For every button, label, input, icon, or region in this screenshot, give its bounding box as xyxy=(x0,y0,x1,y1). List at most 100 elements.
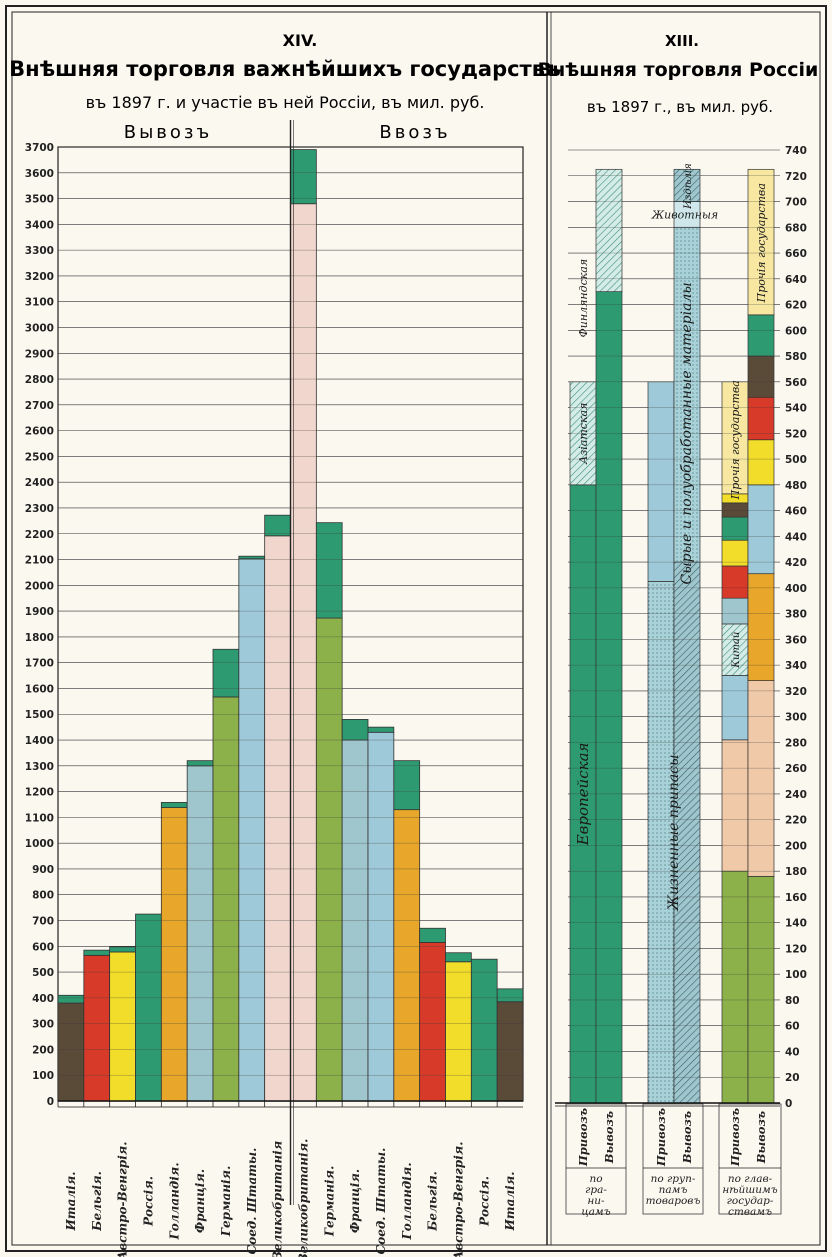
left-y-tick-label: 3300 xyxy=(25,245,54,257)
left-y-tick-label: 2500 xyxy=(25,451,54,463)
right-bar-label: Вывозъ xyxy=(680,1111,694,1164)
right-y-tick-label: 700 xyxy=(785,197,807,209)
right-group-label: по груп- xyxy=(651,1173,696,1185)
right-bar-state-import-seg xyxy=(721,739,749,872)
left-y-tick-label: 2700 xyxy=(25,400,54,412)
left-y-tick-label: 3400 xyxy=(25,219,54,231)
right-y-tick-label: 740 xyxy=(785,145,807,157)
right-bar-import-food xyxy=(647,581,675,1104)
left-y-tick-label: 2800 xyxy=(25,374,54,386)
right-y-tick-label: 600 xyxy=(785,325,807,337)
right-y-tick-label: 660 xyxy=(785,248,807,260)
right-y-tick-label: 440 xyxy=(785,531,807,543)
right-group-label: ни- xyxy=(587,1195,605,1207)
left-y-tick-label: 2200 xyxy=(25,529,54,541)
right-group-label: нѣйшимъ xyxy=(722,1184,777,1196)
right-bar-state-export-seg xyxy=(747,680,775,877)
right-y-tick-label: 340 xyxy=(785,660,807,672)
left-y-tick-label: 100 xyxy=(32,1070,54,1082)
left-category-label: Голландія. xyxy=(167,1162,181,1240)
right-group-label: товаровъ xyxy=(646,1195,701,1207)
right-y-tick-label: 420 xyxy=(785,557,807,569)
right-y-tick-label: 480 xyxy=(785,480,807,492)
left-y-tick-label: 300 xyxy=(32,1019,54,1031)
right-y-tick-label: 460 xyxy=(785,506,807,518)
left-bar-import-9 xyxy=(290,203,317,1102)
left-bar-russia-share xyxy=(83,949,111,956)
right-y-tick-label: 560 xyxy=(785,377,807,389)
right-y-tick-label: 100 xyxy=(785,969,807,981)
left-bar-russia-share xyxy=(238,555,266,560)
right-group-label: гра- xyxy=(585,1184,607,1196)
right-y-tick-label: 20 xyxy=(785,1072,800,1084)
right-bar-state-import-seg xyxy=(721,502,749,518)
left-y-tick-label: 600 xyxy=(32,941,54,953)
seg-label-other-import: Прочiя государства xyxy=(729,380,742,500)
left-title: Внѣшняя торговля важнѣйшихъ государствъ xyxy=(9,57,561,81)
seg-label-finland: Финляндская xyxy=(577,259,590,338)
left-y-tick-label: 1900 xyxy=(25,606,54,618)
left-bar-russia-share xyxy=(419,927,446,943)
right-group-label: памъ xyxy=(659,1184,688,1196)
left-y-tick-label: 2600 xyxy=(25,426,54,438)
right-title: Внѣшняя торговля Россіи xyxy=(538,59,819,81)
left-bar-export-1 xyxy=(83,954,111,1102)
right-subtitle: въ 1897 г., въ мил. руб. xyxy=(587,98,773,116)
left-bar-russia-share xyxy=(367,726,395,733)
left-bar-russia-share xyxy=(496,988,524,1003)
right-bar-label: Вывозъ xyxy=(754,1111,768,1164)
right-group-box xyxy=(642,1103,704,1215)
right-y-tick-label: 260 xyxy=(785,763,807,775)
seg-label-europe: Европейская xyxy=(574,743,592,847)
left-y-tick-label: 3500 xyxy=(25,194,54,206)
left-bar-russia-share xyxy=(160,802,188,808)
right-bar-state-export-seg xyxy=(747,355,775,398)
left-bar-import-17 xyxy=(496,1001,524,1102)
left-y-tick-label: 500 xyxy=(32,967,54,979)
left-bar-russia-share xyxy=(290,149,317,205)
left-bar-import-16 xyxy=(470,958,498,1102)
left-category-label: Бельгія. xyxy=(90,1171,104,1232)
left-y-tick-label: 1600 xyxy=(25,683,54,695)
left-category-label: Италія. xyxy=(503,1172,517,1232)
right-y-tick-label: 160 xyxy=(785,892,807,904)
left-bar-russia-share xyxy=(341,719,369,741)
left-numeral: XIV. xyxy=(283,31,318,50)
outer-frame xyxy=(5,5,827,1252)
left-category-label: Соед. Штаты. xyxy=(374,1148,388,1255)
right-group-label: цамъ xyxy=(581,1206,610,1218)
left-bar-russia-share xyxy=(315,522,343,619)
seg-label-other-export: Прочiя государства xyxy=(755,183,768,303)
left-y-tick-label: 2400 xyxy=(25,477,54,489)
seg-label-china: Китай xyxy=(731,632,742,669)
right-y-tick-label: 140 xyxy=(785,918,807,930)
left-bar-import-10 xyxy=(315,617,343,1102)
left-subtitle: въ 1897 г. и участіе въ ней Россіи, въ м… xyxy=(86,93,485,112)
left-y-tick-label: 700 xyxy=(32,916,54,928)
seg-label-food: Жизненные припасы xyxy=(666,755,682,912)
left-bar-export-8 xyxy=(264,535,291,1102)
left-bar-import-12 xyxy=(367,731,395,1102)
left-bar-russia-share xyxy=(212,648,240,698)
left-bar-import-15 xyxy=(445,961,472,1102)
left-category-label: Австро-Венгрія. xyxy=(116,1142,130,1257)
left-y-tick-label: 3700 xyxy=(25,142,54,154)
left-bar-import-13 xyxy=(393,809,421,1102)
left-y-tick-label: 200 xyxy=(32,1044,54,1056)
right-group-box xyxy=(565,1103,627,1215)
right-bar-state-import-seg xyxy=(721,516,749,541)
left-y-tick-label: 1000 xyxy=(25,838,54,850)
right-y-tick-label: 240 xyxy=(785,789,807,801)
right-chart: 0 20 40 60 80 100 120 140 160 180 200 220 240 260 280 3… xyxy=(555,145,807,1218)
left-y-tick-label: 3100 xyxy=(25,297,54,309)
inner-frame xyxy=(11,11,821,1246)
left-bar-russia-share xyxy=(186,760,214,767)
right-bar-state-export-seg xyxy=(747,396,775,441)
left-bar-russia-share xyxy=(109,946,136,953)
left-bar-export-5 xyxy=(186,765,214,1102)
right-group-box xyxy=(718,1103,782,1215)
left-bar-import-14 xyxy=(419,942,446,1102)
right-bar-state-import-seg xyxy=(721,870,749,1104)
right-bar-label: Привозъ xyxy=(728,1108,742,1167)
left-y-tick-label: 2300 xyxy=(25,503,54,515)
